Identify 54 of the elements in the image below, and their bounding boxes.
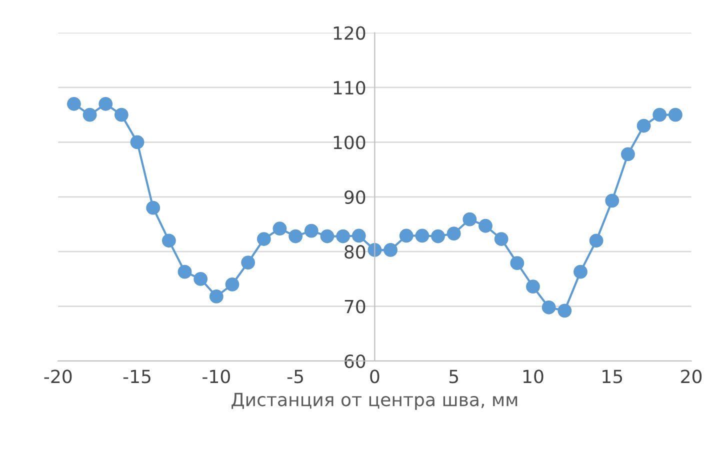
y-tick-label: 100 [334, 136, 366, 150]
point [589, 234, 604, 248]
y-tick-label: 120 [334, 26, 366, 40]
x-tick-label: 0 [370, 370, 380, 384]
point [146, 200, 160, 215]
point [462, 212, 477, 226]
point [558, 304, 572, 318]
point [415, 228, 430, 243]
point [272, 222, 287, 236]
y-tick-label: 80 [344, 245, 366, 259]
x-axis-title: Дистанция от центра шва, мм [232, 392, 518, 410]
point [98, 96, 113, 111]
point [114, 108, 128, 122]
point [668, 108, 682, 122]
point [256, 232, 271, 246]
point [178, 264, 192, 279]
point [526, 280, 540, 294]
point [478, 218, 492, 233]
point [130, 135, 144, 150]
point [542, 300, 556, 314]
y-tick-label: 110 [334, 80, 366, 95]
point [574, 264, 588, 279]
point [399, 228, 414, 243]
point [194, 272, 208, 286]
point [652, 108, 667, 122]
point [446, 226, 461, 240]
x-tick-label: -5 [287, 370, 303, 384]
point [225, 277, 240, 292]
point [82, 108, 97, 122]
x-tick-label: -10 [202, 370, 230, 384]
x-tick-label: 10 [523, 370, 544, 384]
point [431, 229, 445, 244]
point [621, 147, 635, 162]
point [209, 290, 224, 304]
point [162, 234, 176, 248]
x-tick-label: 20 [681, 370, 702, 384]
x-tick-label: 5 [450, 370, 458, 384]
point [636, 118, 651, 133]
point [336, 229, 350, 244]
point [304, 224, 318, 238]
point [494, 232, 508, 246]
y-tick-label: 70 [344, 300, 366, 314]
y-tick-label: 90 [344, 190, 366, 204]
x-tick-label: 15 [602, 370, 622, 384]
point [241, 256, 256, 270]
x-tick-label: -20 [44, 370, 72, 384]
point [605, 194, 620, 208]
point [510, 256, 524, 270]
point [384, 243, 398, 257]
point [288, 229, 303, 244]
point [320, 229, 334, 244]
x-tick-label: -15 [123, 370, 150, 384]
point [67, 96, 81, 111]
point [352, 228, 366, 243]
